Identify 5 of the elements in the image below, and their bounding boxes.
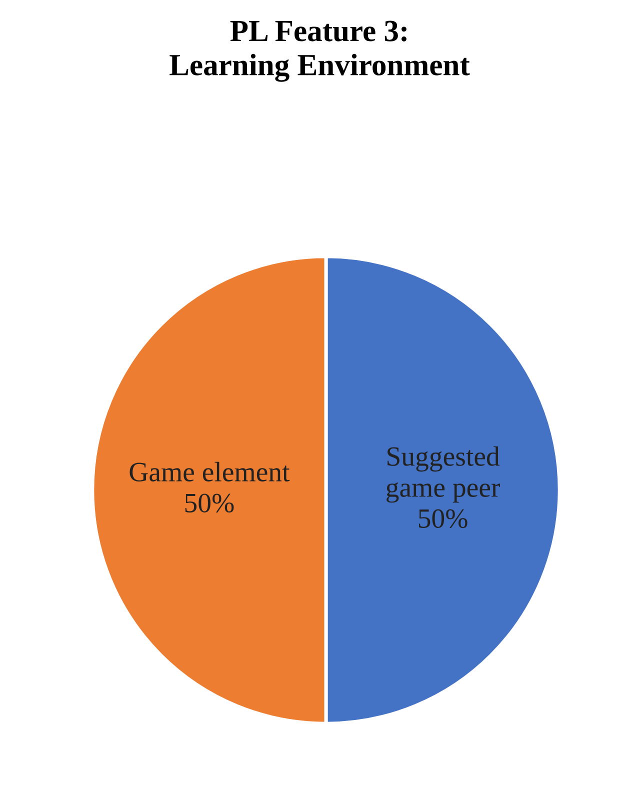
chart-title: PL Feature 3: Learning Environment — [170, 20, 470, 82]
slice-label: Game element — [130, 462, 290, 482]
data-label: 50% — [418, 509, 468, 528]
slice-label: Suggested game peer — [386, 446, 500, 503]
data-label: 50% — [185, 494, 234, 513]
